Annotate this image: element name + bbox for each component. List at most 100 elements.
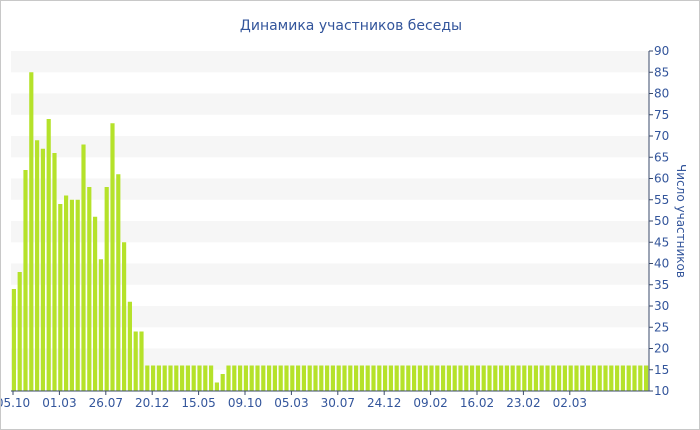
bar [307,365,312,391]
y-tick-label: 20 [654,342,669,356]
y-tick-label: 40 [654,257,669,271]
bar [551,365,556,391]
bar [400,365,405,391]
bar [493,365,498,391]
bar [261,365,266,391]
bar [35,140,40,391]
bar [238,365,243,391]
bar [180,365,185,391]
grid-band [11,348,649,370]
y-tick-label: 10 [654,384,669,398]
bar [348,365,353,391]
grid-band [11,306,649,328]
x-tick-label: 16.02 [460,396,494,410]
bar [354,365,359,391]
x-tick-label: 09.02 [413,396,447,410]
grid-band [11,93,649,115]
bar [139,331,144,391]
bar [510,365,515,391]
y-tick-label: 65 [654,150,669,164]
bar [290,365,295,391]
y-tick-label: 60 [654,172,669,186]
y-tick-label: 85 [654,65,669,79]
x-tick-label: 05.03 [274,396,308,410]
bar [249,365,254,391]
bar [336,365,341,391]
grid-band [11,51,649,73]
bar [464,365,469,391]
grid-band [11,221,649,243]
bar [557,365,562,391]
x-tick-label: 26.07 [89,396,123,410]
bar [313,365,318,391]
bar [11,289,16,391]
bar [487,365,492,391]
bar [383,365,388,391]
bar [458,365,463,391]
bar [644,365,649,391]
bar [620,365,625,391]
bar [615,365,620,391]
bar [296,365,301,391]
bar [528,365,533,391]
bar [441,365,446,391]
y-tick-label: 45 [654,235,669,249]
bar [52,153,57,391]
y-axis-label: Число участников [674,164,688,278]
bar [81,144,86,391]
bar [597,365,602,391]
x-tick-label: 15.05 [181,396,215,410]
bar [267,365,272,391]
bar-series [11,72,649,391]
bar [406,365,411,391]
y-tick-label: 25 [654,320,669,334]
bar [423,365,428,391]
y-tick-label: 15 [654,363,669,377]
bar [359,365,364,391]
bar [481,365,486,391]
bar [255,365,260,391]
bar [284,365,289,391]
bar [122,242,127,391]
bar [29,72,34,391]
x-tick-label: 05.10 [1,396,30,410]
bar [470,365,475,391]
bar [46,119,51,391]
chart-title: Динамика участников беседы [240,18,462,34]
bar [69,199,74,391]
bar [104,187,109,391]
bar [429,365,434,391]
y-tick-label: 80 [654,87,669,101]
bar [319,365,324,391]
bar [185,365,190,391]
bar [58,204,63,391]
x-tick-label: 02.03 [553,396,587,410]
bar [325,365,330,391]
x-tick-label: 01.03 [42,396,76,410]
bar [301,365,306,391]
x-tick-label: 30.07 [321,396,355,410]
bar [580,365,585,391]
y-tick-label: 55 [654,193,669,207]
bar [226,365,231,391]
bar [539,365,544,391]
bar [330,365,335,391]
bar [342,365,347,391]
bar [371,365,376,391]
bar [417,365,422,391]
bar [446,365,451,391]
bar [522,365,527,391]
bar [475,365,480,391]
bar [23,170,28,391]
bar [394,365,399,391]
bar [145,365,150,391]
bar [412,365,417,391]
grid-band [11,136,649,158]
bar [377,365,382,391]
bar [499,365,504,391]
bar [220,374,225,391]
bar [75,199,80,391]
bar [388,365,393,391]
